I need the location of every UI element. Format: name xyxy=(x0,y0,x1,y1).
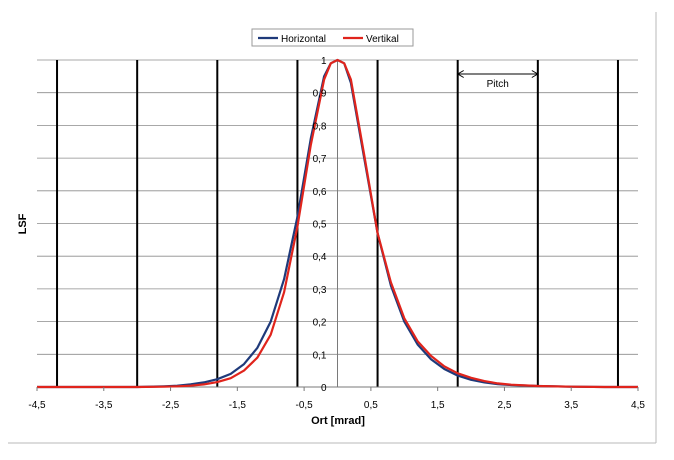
y-tick-label: 0 xyxy=(321,383,327,394)
legend-box xyxy=(251,28,414,47)
x-tick-label: -4,5 xyxy=(28,400,46,411)
x-tick-label: 3,5 xyxy=(564,400,578,411)
x-tick-label: -3,5 xyxy=(95,400,113,411)
x-tick-label: 1,5 xyxy=(431,400,445,411)
legend-label-horizontal: Horizontal xyxy=(281,34,326,45)
y-axis-label: LSF xyxy=(17,213,29,234)
pitch-arrow-left xyxy=(456,70,464,78)
y-tick-label: 0,1 xyxy=(313,350,327,361)
x-tick-label: -2,5 xyxy=(162,400,180,411)
x-tick-label: 4,5 xyxy=(631,400,645,411)
x-tick-label: -1,5 xyxy=(229,400,247,411)
y-tick-label: 1 xyxy=(321,56,327,67)
y-tick-label: 0,7 xyxy=(313,154,327,165)
y-tick-label: 0,3 xyxy=(313,285,327,296)
x-tick-label: -0,5 xyxy=(295,400,313,411)
pitch-label: Pitch xyxy=(487,79,509,90)
y-tick-label: 0,5 xyxy=(313,220,327,231)
y-tick-label: 0,9 xyxy=(313,89,327,100)
y-tick-label: 0,6 xyxy=(313,187,327,198)
legend-label-vertikal: Vertikal xyxy=(366,34,399,45)
y-tick-label: 0,8 xyxy=(313,121,327,132)
x-axis-label: Ort [mrad] xyxy=(311,415,365,427)
pitch-arrow-right xyxy=(531,70,539,78)
x-tick-label: 0,5 xyxy=(364,400,378,411)
y-tick-label: 0,4 xyxy=(313,252,327,263)
series-line-vertikal xyxy=(37,58,638,389)
x-tick-label: 2,5 xyxy=(497,400,511,411)
y-tick-label: 0,2 xyxy=(313,318,327,329)
